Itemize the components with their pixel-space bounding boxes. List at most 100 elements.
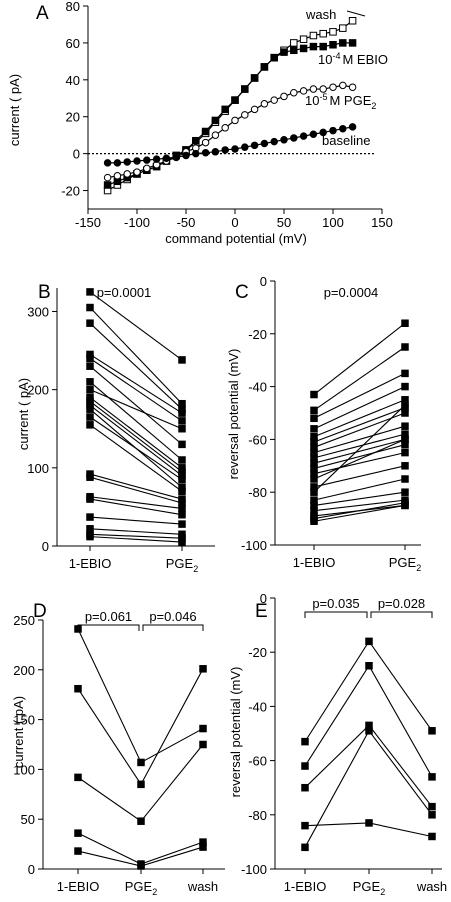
label-baseline: baseline: [322, 133, 370, 148]
panel-a-ytick-label: 80: [66, 0, 80, 14]
series-EBIO-point: [231, 96, 239, 104]
panel-c-pair-line: [313, 425, 406, 454]
panel-e-category-sub: 2: [380, 887, 385, 897]
panel-d-point: [137, 862, 145, 870]
panel-b-pair-line: [89, 536, 183, 543]
panel-c-pair-line: [313, 504, 406, 522]
panel-a-ytick-label: 20: [66, 110, 80, 125]
panel-e-point: [428, 811, 436, 819]
panel-c-point: [310, 488, 318, 496]
panel-c-point: [401, 382, 409, 391]
series-baseline-point: [290, 134, 298, 142]
panel-e-point: [365, 637, 373, 646]
panel-e-bracket: [304, 611, 368, 618]
panel-e-letter: E: [255, 601, 268, 622]
series-baseline-point: [319, 128, 327, 137]
series-baseline-point: [123, 158, 131, 166]
panel-b-pair-line: [89, 528, 183, 535]
series-PGE-point: [231, 116, 239, 125]
panel-a-xlabel: command potential (mV): [165, 231, 307, 246]
panel-c-pair-line: [313, 322, 406, 395]
panel-d-category: PGE2: [125, 879, 157, 897]
panel-b-pair-line: [89, 498, 183, 516]
panel-c-point: [310, 425, 318, 433]
panel-b-pair-line: [89, 322, 183, 410]
panel-b-point: [178, 456, 186, 464]
panel-c-category: 1-EBIO: [293, 555, 336, 570]
panel-d-point: [74, 684, 82, 693]
panel-b-pair-line: [89, 473, 183, 500]
panel-c-ytick-label: -20: [248, 327, 267, 342]
panel-c-category-sub: 2: [416, 563, 421, 573]
series-PGE-point: [339, 81, 347, 90]
series-baseline-point: [299, 132, 308, 140]
series-EBIO-point: [241, 85, 249, 93]
panel-e-point: [428, 727, 436, 735]
panel-b-ytick-label: 0: [42, 539, 49, 554]
label-ebio-exp: -4: [332, 51, 340, 61]
series-wash-point: [329, 28, 337, 36]
panel-c-point: [401, 422, 409, 430]
panel-d-point: [137, 780, 145, 789]
panel-d-point: [74, 625, 82, 633]
panel-b-point: [178, 487, 186, 496]
series-baseline-point: [133, 157, 141, 165]
panel-e-bracket-label: p=0.028: [378, 596, 425, 611]
panel-c-point: [401, 319, 409, 327]
panel-b-point: [86, 385, 94, 394]
series-PGE-point: [123, 170, 131, 178]
panel-c-pair-line: [313, 499, 406, 512]
panel-c-category-text: PGE: [389, 555, 417, 570]
panel-b-category-sub: 2: [193, 564, 198, 574]
series-EBIO-point: [250, 74, 259, 82]
series-baseline-point: [348, 123, 357, 131]
panel-e-point: [365, 819, 373, 827]
series-baseline-point: [280, 136, 288, 144]
series-PGE-point: [260, 100, 269, 108]
series-EBIO-point: [290, 46, 298, 55]
panel-e-series-line: [304, 729, 433, 848]
series-EBIO-point: [270, 53, 278, 62]
series-wash-point: [348, 17, 357, 25]
panel-b-pair-line: [89, 404, 183, 477]
panel-c-pair-line: [313, 491, 406, 506]
panel-b-pair-line: [89, 291, 183, 361]
panel-e-ylabel: reversal potential (mV): [228, 667, 243, 798]
series-baseline-point: [329, 126, 337, 135]
panel-b-point: [178, 538, 186, 546]
panel-b-category-text: 1-EBIO: [69, 556, 112, 571]
panel-b-ytick-label: 100: [27, 461, 49, 476]
series-PGE-point: [250, 105, 259, 114]
panel-e-point: [428, 832, 436, 841]
panel-d-series-line: [77, 628, 204, 764]
series-baseline-point: [162, 154, 171, 162]
panel-a-ylabel: current ( pA): [7, 74, 22, 146]
panel-a-ytick-label: 0: [73, 147, 80, 162]
panel-c-point: [401, 409, 409, 417]
panel-b-ytick-label: 300: [27, 304, 49, 319]
panel-b-pair-line: [89, 476, 183, 504]
panel-b-point: [86, 513, 94, 521]
series-baseline-point: [113, 159, 122, 167]
panel-e-point: [365, 662, 373, 670]
panel-d-bracket-label: p=0.046: [149, 609, 196, 624]
panel-b-ytick-label: 200: [27, 383, 49, 398]
panel-c-point: [401, 475, 409, 483]
panel-e-series-line: [304, 724, 433, 808]
panel-a-xtick-label: 50: [277, 215, 291, 230]
panel-b-category: PGE2: [166, 556, 198, 574]
panel-e-point: [301, 737, 309, 746]
panel-d-ytick-label: 50: [21, 812, 35, 827]
series-EBIO-point: [221, 105, 229, 114]
panel-a-ytick-label: 40: [66, 73, 80, 88]
series-PGE-point: [113, 172, 122, 180]
series-EBIO-point: [299, 44, 308, 53]
panel-c-title: p=0.0004: [324, 285, 379, 300]
panel-b-point: [86, 362, 94, 370]
label-pge-exp: -5: [319, 92, 327, 102]
panel-c-pair-line: [313, 478, 406, 501]
panel-c-pair-line: [313, 372, 406, 419]
label-pge-sub: 2: [371, 101, 376, 111]
panel-d-ylabel: current ( pA): [11, 696, 26, 768]
